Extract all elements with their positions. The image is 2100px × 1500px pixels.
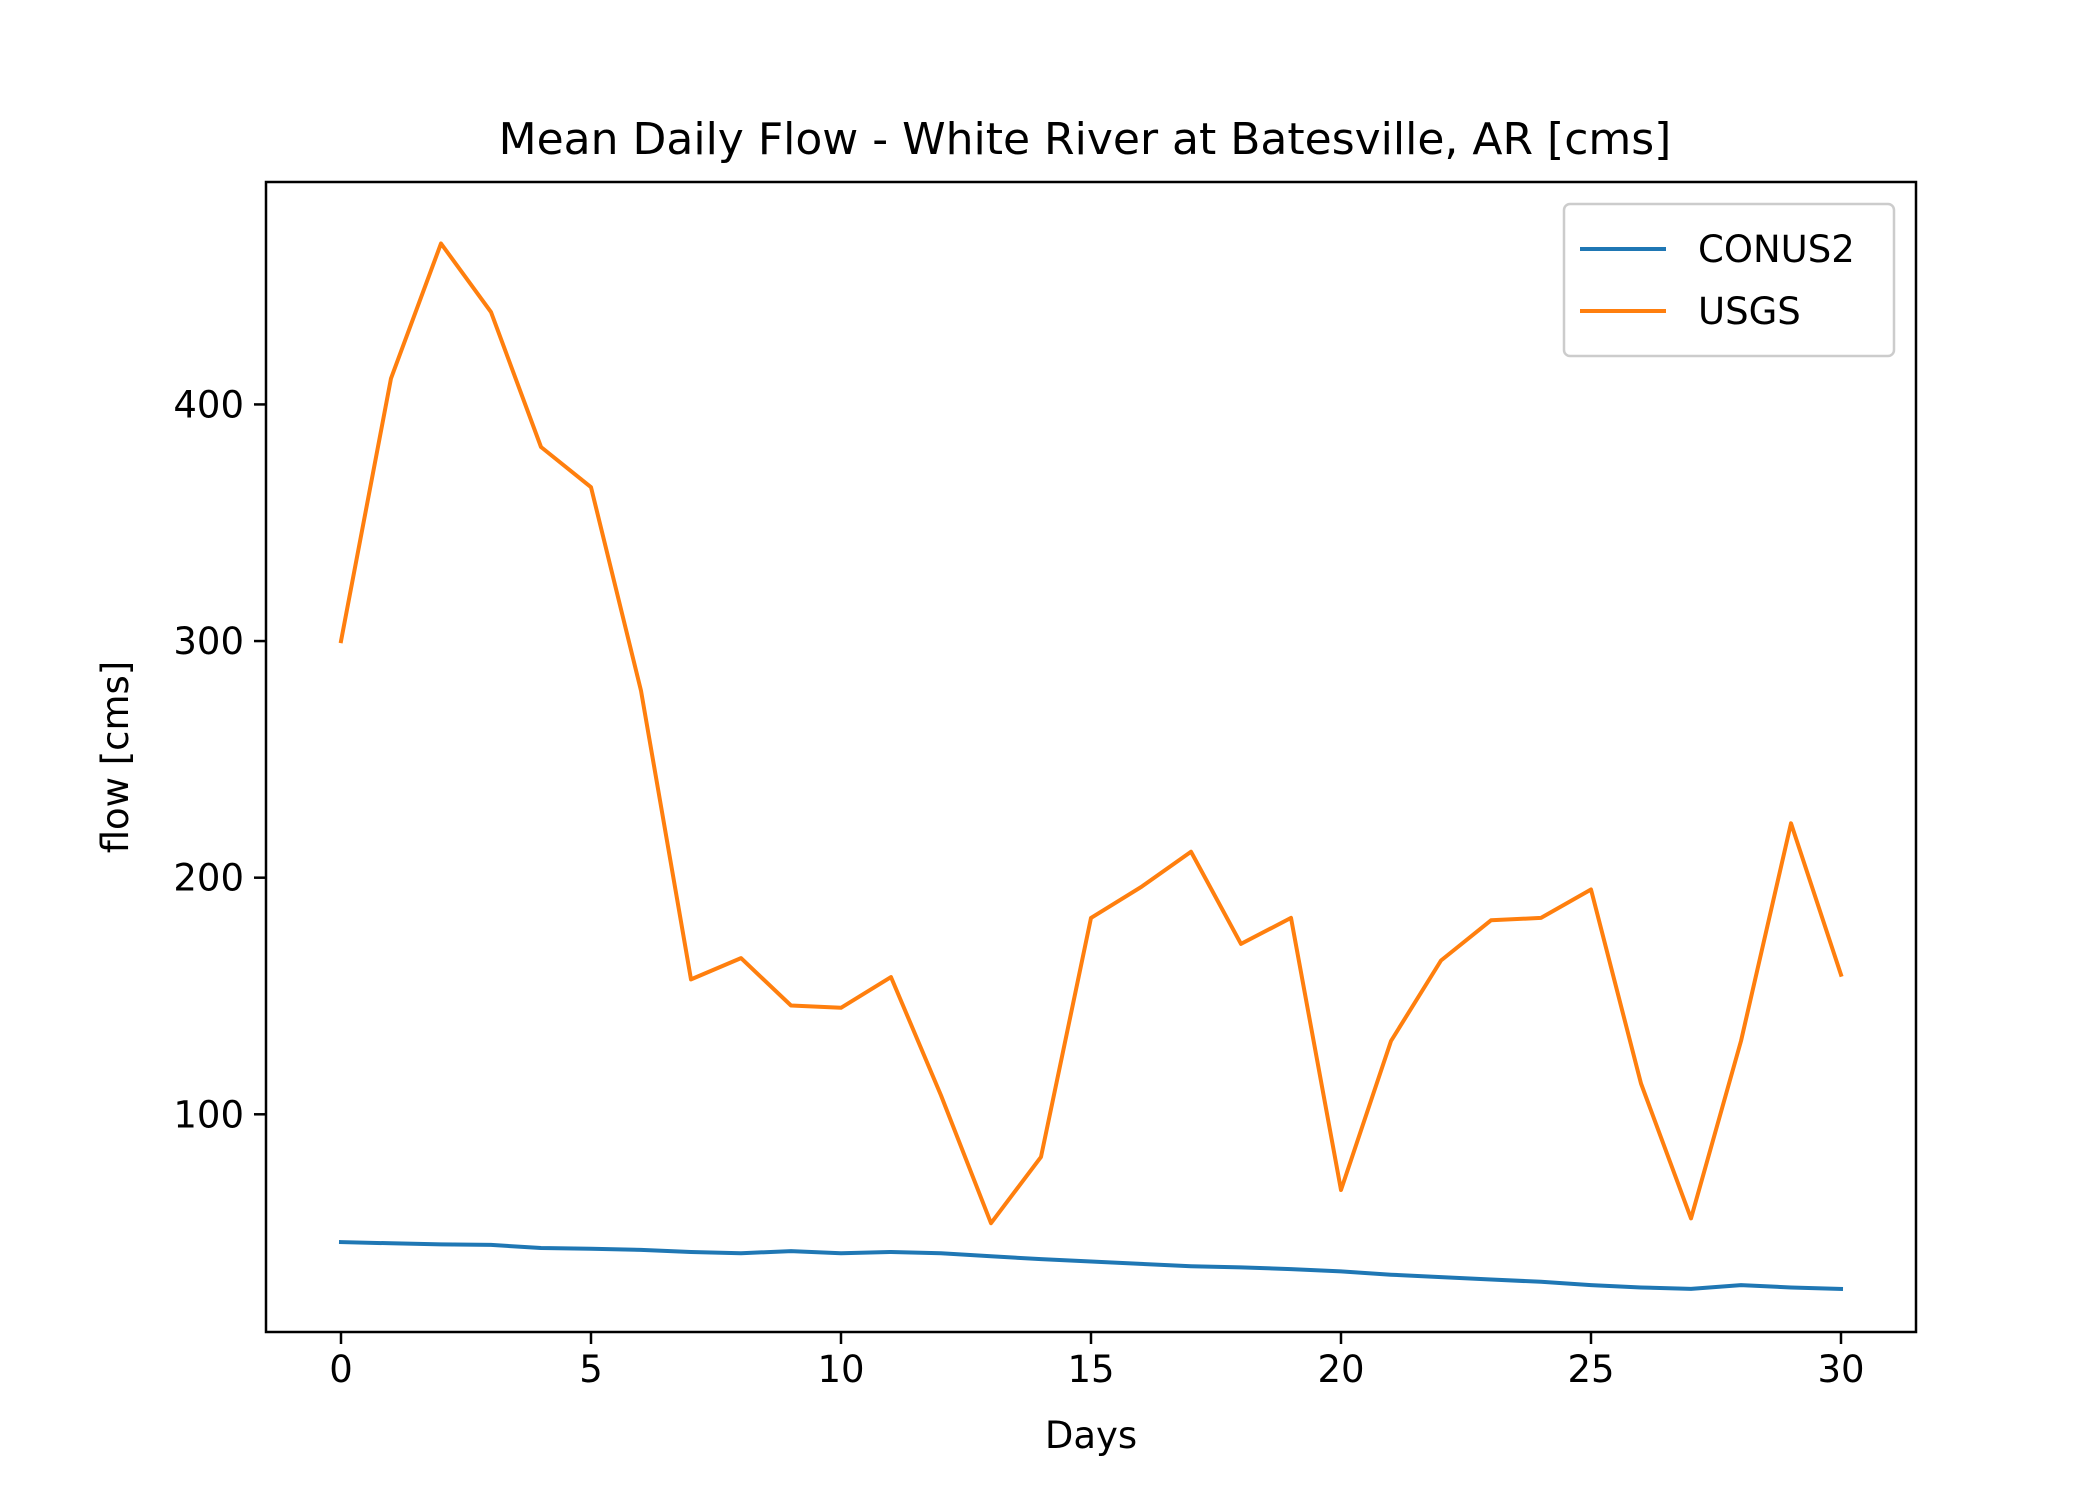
chart-title: Mean Daily Flow - White River at Batesvi… xyxy=(499,114,1672,165)
x-tick-label: 25 xyxy=(1567,1348,1614,1391)
y-tick-label: 100 xyxy=(173,1093,244,1136)
x-tick-label: 30 xyxy=(1817,1348,1864,1391)
legend: CONUS2 USGS xyxy=(1562,202,1896,358)
legend-label: CONUS2 xyxy=(1698,228,1855,271)
x-axis: 0 5 10 15 20 25 30 xyxy=(329,1332,1865,1391)
series-line-conus2 xyxy=(338,1240,1844,1291)
x-tick-label: 10 xyxy=(817,1348,864,1391)
legend-label: USGS xyxy=(1698,290,1801,333)
y-tick-label: 300 xyxy=(173,620,244,663)
x-tick-label: 0 xyxy=(329,1348,353,1391)
legend-box xyxy=(1562,202,1896,358)
y-tick-label: 400 xyxy=(173,383,244,426)
y-axis-label: flow [cms] xyxy=(94,661,137,854)
series-line-usgs xyxy=(338,241,1844,1226)
x-tick-label: 5 xyxy=(579,1348,603,1391)
x-tick-label: 20 xyxy=(1317,1348,1364,1391)
x-tick-label: 15 xyxy=(1067,1348,1114,1391)
y-axis: 100 200 300 400 xyxy=(173,383,266,1136)
x-axis-label: Days xyxy=(1045,1414,1137,1457)
plot-area xyxy=(338,241,1844,1291)
y-tick-label: 200 xyxy=(173,857,244,900)
